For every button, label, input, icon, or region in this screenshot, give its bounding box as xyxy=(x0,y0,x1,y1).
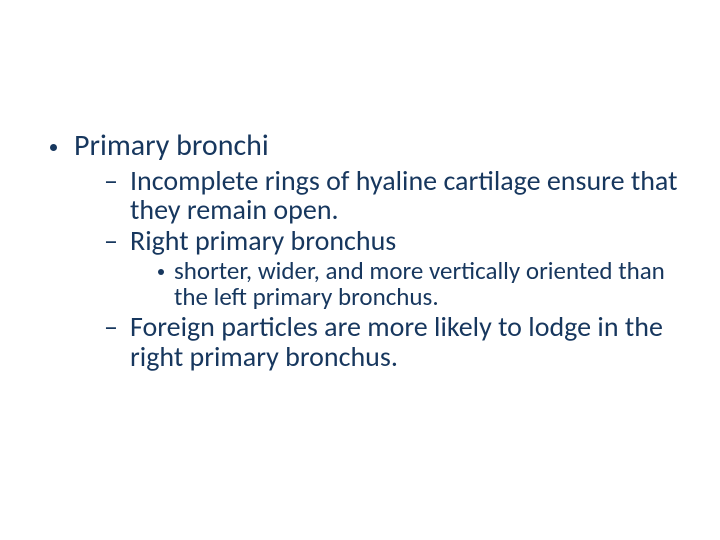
dash-bullet-icon: – xyxy=(104,166,118,195)
dash-bullet-icon: – xyxy=(104,312,118,341)
lvl2-text: Foreign particles are more likely to lod… xyxy=(130,309,663,373)
bullet-level3: shorter, wider, and more vertically orie… xyxy=(40,258,680,311)
bullet-level2: – Foreign particles are more likely to l… xyxy=(40,312,680,371)
disc-bullet-icon xyxy=(158,269,164,275)
lvl3-text: shorter, wider, and more vertically orie… xyxy=(174,255,665,312)
bullet-level1: Primary bronchi xyxy=(40,130,680,162)
lvl2-text: Incomplete rings of hyaline cartilage en… xyxy=(130,163,677,227)
bullet-level2: – Right primary bronchus xyxy=(40,226,680,255)
lvl2-text: Right primary bronchus xyxy=(130,223,396,258)
bullet-level2: – Incomplete rings of hyaline cartilage … xyxy=(40,166,680,225)
dash-bullet-icon: – xyxy=(104,226,118,255)
disc-bullet-icon xyxy=(50,144,57,151)
slide: Primary bronchi – Incomplete rings of hy… xyxy=(0,0,720,540)
lvl1-text: Primary bronchi xyxy=(74,127,269,164)
